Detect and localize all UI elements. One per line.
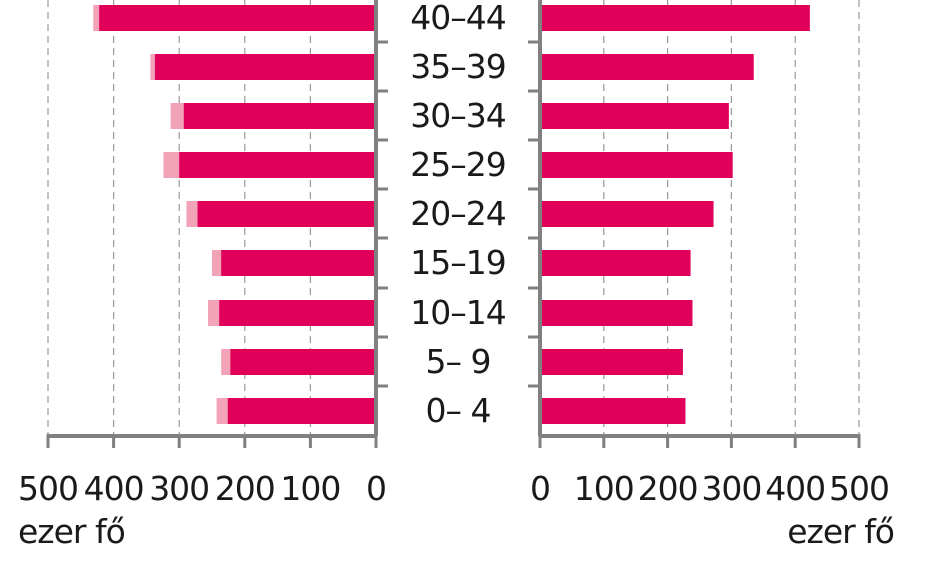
right-bar [540, 201, 714, 227]
right-x-tick-label: 0 [530, 469, 550, 508]
axes [46, 0, 861, 448]
left-x-tick-label: 100 [280, 469, 340, 508]
labels: ezer fő ezer fő 500 400 300 200 100 0 0 100 200 3… [18, 0, 895, 551]
right-bar [540, 103, 729, 129]
right-axis-unit-label: ezer fő [787, 512, 894, 551]
age-group-label: 30–34 [410, 96, 505, 135]
left-bar [197, 201, 376, 227]
right-x-tick-label: 100 [574, 469, 634, 508]
right-x-tick-label: 500 [829, 469, 889, 508]
right-x-tick-label: 200 [638, 469, 698, 508]
bars [93, 5, 810, 424]
left-x-tick-label: 500 [18, 469, 78, 508]
right-bar [540, 398, 686, 424]
right-bar [540, 250, 691, 276]
age-group-label: 20–24 [410, 194, 505, 233]
left-bar [227, 398, 376, 424]
left-bar [179, 152, 376, 178]
right-bar [540, 152, 733, 178]
right-x-tick-label: 400 [765, 469, 825, 508]
left-axis-unit-label: ezer fő [18, 512, 125, 551]
age-group-label: 25–29 [410, 145, 505, 184]
age-group-label: 35–39 [410, 47, 505, 86]
left-bar [230, 349, 376, 375]
right-bar [540, 5, 810, 31]
right-bar [540, 349, 683, 375]
left-bar [183, 103, 376, 129]
left-x-tick-label: 300 [149, 469, 209, 508]
right-x-tick-label: 300 [701, 469, 761, 508]
age-group-label: 40–44 [410, 0, 505, 37]
age-group-label: 0– 4 [426, 391, 491, 430]
age-group-label: 15–19 [410, 243, 505, 282]
left-x-tick-label: 0 [366, 469, 386, 508]
left-bar [221, 250, 376, 276]
right-bar [540, 54, 754, 80]
right-bar [540, 300, 693, 326]
age-group-label: 10–14 [410, 293, 505, 332]
age-group-label: 5– 9 [426, 342, 491, 381]
left-x-tick-label: 400 [84, 469, 144, 508]
left-bar [154, 54, 376, 80]
left-x-tick-label: 200 [215, 469, 275, 508]
left-bar [219, 300, 376, 326]
left-bar [99, 5, 376, 31]
